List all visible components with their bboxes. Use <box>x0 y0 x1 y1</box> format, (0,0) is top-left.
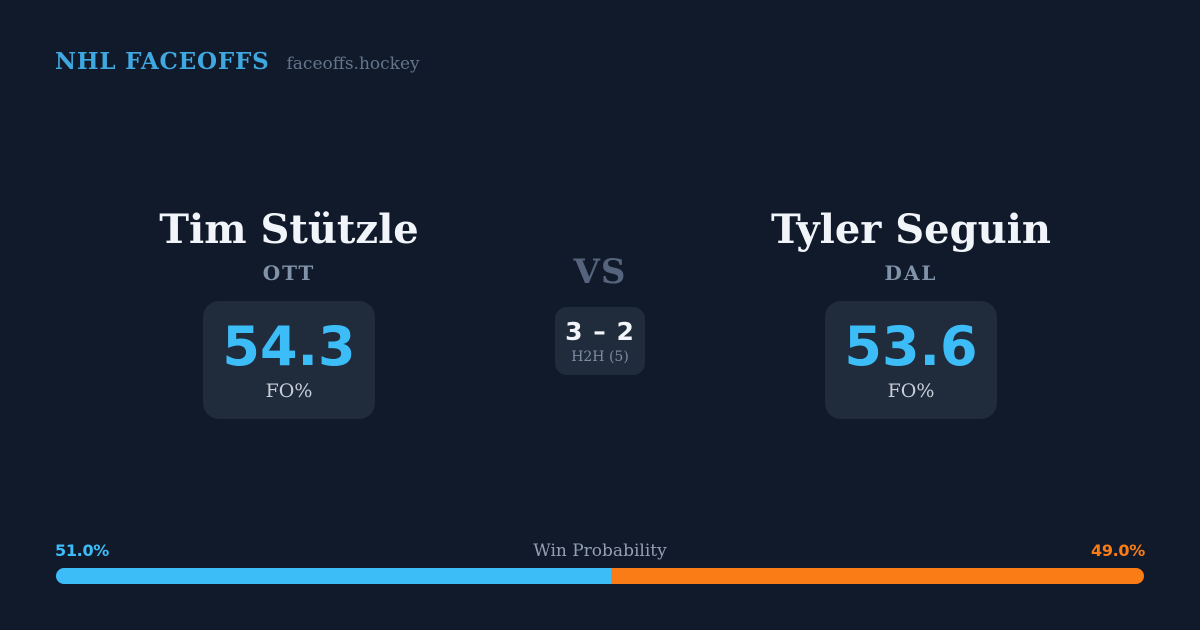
player-left-team: OTT <box>262 261 316 285</box>
player-left-stat-label: FO% <box>265 379 313 402</box>
brand-header: NHL FACEOFFS faceoffs.hockey <box>55 48 420 75</box>
h2h-label: H2H (5) <box>571 348 629 365</box>
player-right-team: DAL <box>884 261 938 285</box>
win-probability-labels: 51.0% Win Probability 49.0% <box>55 541 1145 561</box>
win-probability-title: Win Probability <box>533 541 667 561</box>
player-left-name: Tim Stützle <box>159 206 419 253</box>
win-probability-right-segment <box>610 568 1144 584</box>
win-probability-bar <box>56 568 1144 584</box>
brand-domain: faceoffs.hockey <box>286 54 420 74</box>
player-left-stat-card: 54.3 FO% <box>203 301 375 419</box>
win-probability-right-pct: 49.0% <box>1090 541 1145 560</box>
vs-label: VS <box>573 252 627 292</box>
win-probability-left-segment <box>56 568 611 584</box>
brand-title: NHL FACEOFFS <box>55 48 270 75</box>
player-right-panel: Tyler Seguin DAL 53.6 FO% <box>761 207 1061 419</box>
win-probability-left-pct: 51.0% <box>55 541 110 560</box>
versus-panel: VS 3 – 2 H2H (5) <box>525 252 675 375</box>
h2h-card: 3 – 2 H2H (5) <box>555 307 645 375</box>
h2h-score: 3 – 2 <box>565 316 635 346</box>
player-right-stat-value: 53.6 <box>844 314 978 378</box>
player-right-stat-label: FO% <box>887 379 935 402</box>
player-left-stat-value: 54.3 <box>222 314 356 378</box>
player-right-stat-card: 53.6 FO% <box>825 301 997 419</box>
player-right-name: Tyler Seguin <box>771 206 1051 253</box>
player-left-panel: Tim Stützle OTT 54.3 FO% <box>139 207 439 419</box>
